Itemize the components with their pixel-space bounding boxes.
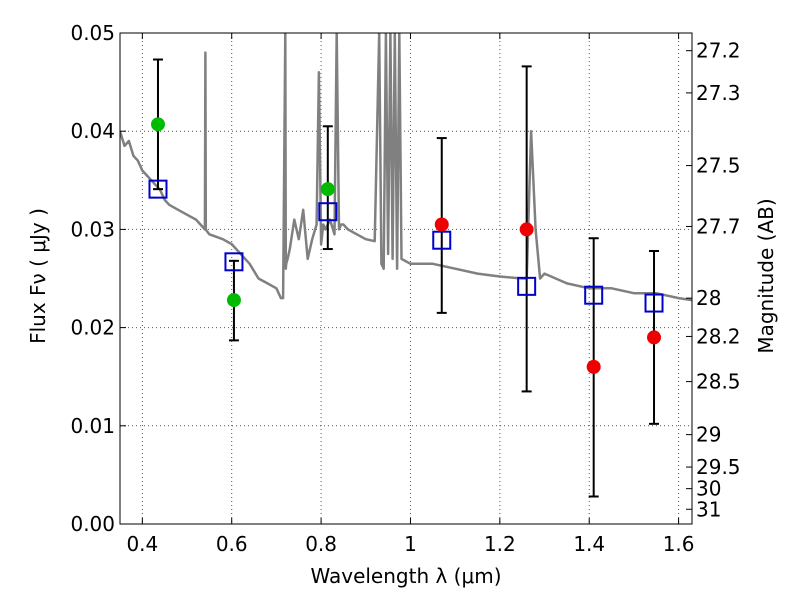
y-tick-label: 0.05	[70, 21, 115, 45]
model-point	[148, 179, 168, 199]
y-axis-label: Flux Fν ( μJy )	[26, 208, 50, 344]
observed-point-nir	[647, 330, 662, 345]
y2-tick-label: 27.7	[696, 214, 741, 238]
y2-tick-label: 28.5	[696, 370, 741, 394]
model-point	[318, 202, 338, 222]
observed-point-optical	[226, 293, 241, 308]
template-spectrum-line	[120, 33, 692, 302]
y2-tick-label: 27.5	[696, 154, 741, 178]
y-axis-ticks: 0.00 0.01 0.02 0.03 0.04 0.05	[70, 21, 126, 536]
y-tick-label: 0.02	[70, 316, 115, 340]
y2-tick-label: 28	[696, 286, 721, 310]
observed-point-optical	[150, 117, 165, 132]
y-tick-label: 0.00	[70, 512, 115, 536]
model-point	[517, 276, 537, 296]
y-tick-label: 0.01	[70, 414, 115, 438]
y2-axis-label: Magnitude (AB)	[754, 198, 778, 353]
y2-tick-label: 28.2	[696, 324, 741, 348]
y2-tick-label: 27.2	[696, 39, 741, 63]
observed-point-optical	[320, 182, 335, 197]
model-point	[644, 293, 664, 313]
y2-tick-label: 30	[696, 477, 721, 501]
model-point	[224, 252, 244, 272]
observed-point-nir	[434, 217, 449, 232]
y2-tick-label: 31	[696, 497, 721, 521]
template-spectrum-layer	[120, 33, 692, 302]
x-axis-ticks: 0.4 0.6 0.8 1 1.2 1.4 1.6	[126, 33, 695, 556]
x-tick-label: 1	[404, 532, 417, 556]
x-tick-label: 0.6	[216, 532, 248, 556]
model-point	[584, 285, 604, 305]
observed-points-layer	[150, 117, 662, 374]
plot-frame	[119, 32, 693, 525]
y-tick-label: 0.04	[70, 119, 115, 143]
model-points-layer	[148, 179, 664, 313]
y-tick-label: 0.03	[70, 217, 115, 241]
x-tick-label: 0.4	[126, 532, 158, 556]
x-tick-label: 1.4	[573, 532, 605, 556]
observed-point-nir	[519, 222, 534, 237]
x-tick-label: 1.6	[663, 532, 695, 556]
x-tick-label: 0.8	[305, 532, 337, 556]
model-point	[432, 230, 452, 250]
x-tick-label: 1.2	[484, 532, 516, 556]
y2-tick-label: 27.3	[696, 81, 741, 105]
y2-tick-label: 29.5	[696, 455, 741, 479]
errorbar-layer	[152, 58, 660, 498]
observed-point-nir	[586, 359, 601, 374]
x-axis-label: Wavelength λ (μm)	[310, 564, 501, 588]
y2-tick-label: 29	[696, 423, 721, 447]
